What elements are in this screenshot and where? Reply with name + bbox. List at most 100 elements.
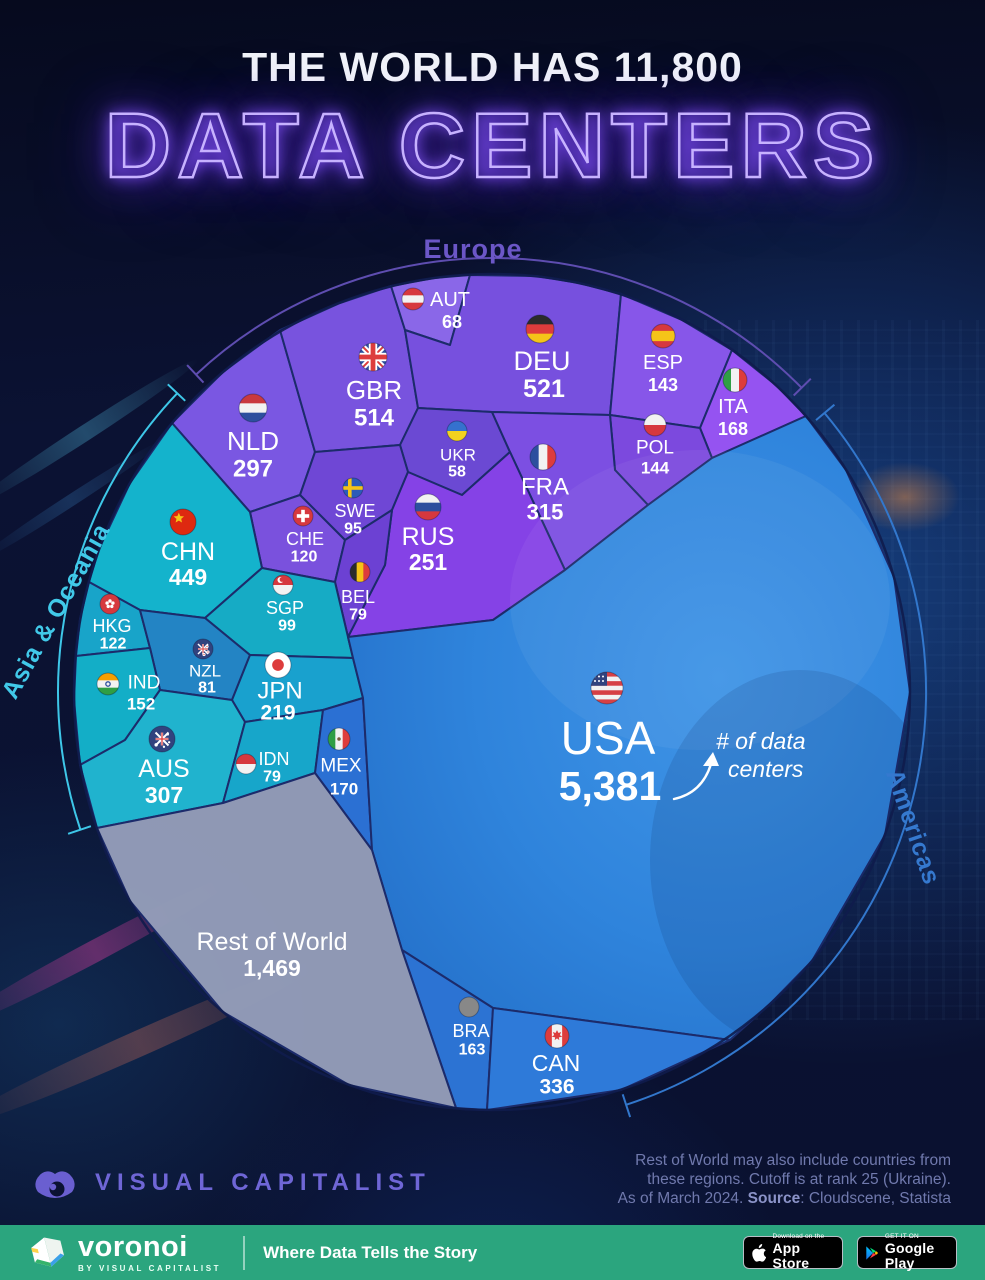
region-arc-asia-oceania: [57, 392, 178, 831]
value-jpn: 219: [260, 702, 295, 725]
flag-gbr-icon: [358, 342, 388, 372]
page-title-line2: DATA CENTERS: [103, 94, 881, 199]
value-che: 120: [291, 549, 318, 566]
flag-esp-icon: [650, 323, 676, 349]
footnote-line-3: As of March 2024. Source: Cloudscene, St…: [617, 1190, 951, 1207]
region-arc-tick: [167, 383, 186, 402]
page-title-line1: THE WORLD HAS 11,800: [242, 44, 743, 90]
footnote-line-2: these regions. Cutoff is at rank 25 (Ukr…: [647, 1171, 951, 1188]
flag-idn-icon: [235, 753, 257, 775]
value-mex: 170: [330, 780, 358, 799]
value-chn: 449: [169, 564, 207, 590]
chart-circle-outline: [72, 272, 912, 1112]
visual-capitalist-wordmark: VISUAL CAPITALIST: [95, 1169, 431, 1196]
value-nld: 297: [233, 456, 273, 483]
app-store-badge[interactable]: Download on the App Store: [743, 1234, 843, 1270]
divider: [243, 1235, 246, 1270]
label-ita: ITA: [718, 396, 748, 418]
value-pol: 144: [641, 459, 670, 478]
region-arc-europe: [195, 256, 803, 389]
flag-pol-icon: [643, 413, 667, 437]
label-mex: MEX: [320, 756, 362, 777]
value-rus: 251: [409, 549, 448, 575]
value-esp: 143: [648, 375, 678, 395]
flag-hkg-icon: [99, 593, 121, 615]
label-bra: BRA: [452, 1021, 489, 1041]
label-nzl: NZL: [189, 662, 221, 681]
label-che: CHE: [286, 529, 324, 549]
label-bel: BEL: [341, 587, 375, 607]
bottom-brand-bar: voronoi BY VISUAL CAPITALIST Where Data …: [0, 1225, 985, 1280]
label-sgp: SGP: [266, 598, 304, 618]
flag-chn-icon: [169, 508, 197, 536]
region-label-europe: Europe: [423, 234, 522, 264]
flag-aut-icon: [401, 287, 425, 311]
value-nzl: 81: [198, 680, 216, 697]
value-ukr: 58: [448, 464, 466, 481]
label-jpn: JPN: [257, 678, 302, 705]
label-swe: SWE: [334, 501, 375, 521]
cell-row: [96, 772, 457, 1109]
value-swe: 95: [344, 521, 362, 538]
annotation-line2: centers: [728, 756, 804, 782]
value-ind: 152: [127, 695, 155, 714]
flag-sgp-icon: [272, 574, 294, 596]
flag-che-icon: [292, 505, 314, 527]
value-aut: 68: [442, 312, 462, 332]
flag-deu-icon: [525, 314, 555, 344]
label-deu: DEU: [513, 346, 570, 376]
label-rus: RUS: [402, 523, 455, 551]
label-ind: IND: [128, 673, 161, 694]
flag-mex-icon: [327, 727, 351, 751]
annotation-line1: # of data: [716, 728, 806, 754]
apple-icon: [752, 1243, 767, 1262]
label-gbr: GBR: [346, 375, 402, 405]
label-pol: POL: [636, 438, 674, 459]
annotation-arrow-icon: [672, 762, 713, 801]
label-nld: NLD: [227, 426, 279, 456]
annotation-arrowhead-icon: [703, 752, 719, 766]
label-aus: AUS: [138, 755, 189, 783]
footnote: Rest of World may also include countries…: [618, 1151, 951, 1208]
voronoi-brand: voronoi BY VISUAL CAPITALIST: [78, 1230, 222, 1273]
flag-bel-icon: [349, 561, 371, 583]
flag-jpn-icon: [264, 651, 292, 679]
visual-capitalist-icon: [35, 1171, 75, 1198]
flag-usa-icon: [590, 671, 624, 705]
google-play-icon: [866, 1245, 878, 1260]
value-deu: 521: [523, 375, 565, 403]
flag-nld-icon: [238, 393, 268, 423]
flag-fra-icon: [529, 443, 557, 471]
label-row: Rest of World: [197, 928, 348, 956]
value-fra: 315: [527, 500, 564, 525]
flag-aus-icon: [148, 725, 176, 753]
flag-rus-icon: [414, 493, 442, 521]
label-esp: ESP: [643, 352, 683, 374]
google-play-badge[interactable]: GET IT ON Google Play: [857, 1234, 957, 1270]
voronoi-wordmark: voronoi: [78, 1230, 188, 1263]
value-sgp: 99: [278, 618, 296, 635]
visual-capitalist-logo: VISUAL CAPITALIST: [33, 1162, 431, 1204]
value-can: 336: [539, 1076, 574, 1099]
value-bel: 79: [349, 607, 367, 624]
region-arc-tick: [67, 825, 92, 835]
region-arc-tick: [186, 364, 205, 384]
value-usa: 5,381: [559, 763, 662, 809]
region-label-americas: Americas: [880, 765, 946, 888]
region-arc-tick: [815, 403, 836, 421]
voronoi-sub: BY VISUAL CAPITALIST: [78, 1263, 222, 1273]
value-ita: 168: [718, 419, 748, 439]
value-gbr: 514: [354, 405, 395, 432]
tagline: Where Data Tells the Story: [263, 1242, 478, 1262]
value-idn: 79: [263, 769, 281, 786]
label-aut: AUT: [430, 289, 470, 311]
flag-nzl-icon: [192, 638, 214, 660]
voronoi-book-icon: [31, 1236, 65, 1267]
value-row: 1,469: [243, 955, 301, 981]
label-fra: FRA: [521, 474, 569, 501]
store-badges: Download on the App Store GET IT ON Goog…: [743, 1234, 957, 1270]
value-bra: 163: [459, 1042, 486, 1059]
region-arc-americas: [625, 412, 927, 1106]
region-arc-tick: [792, 377, 812, 397]
